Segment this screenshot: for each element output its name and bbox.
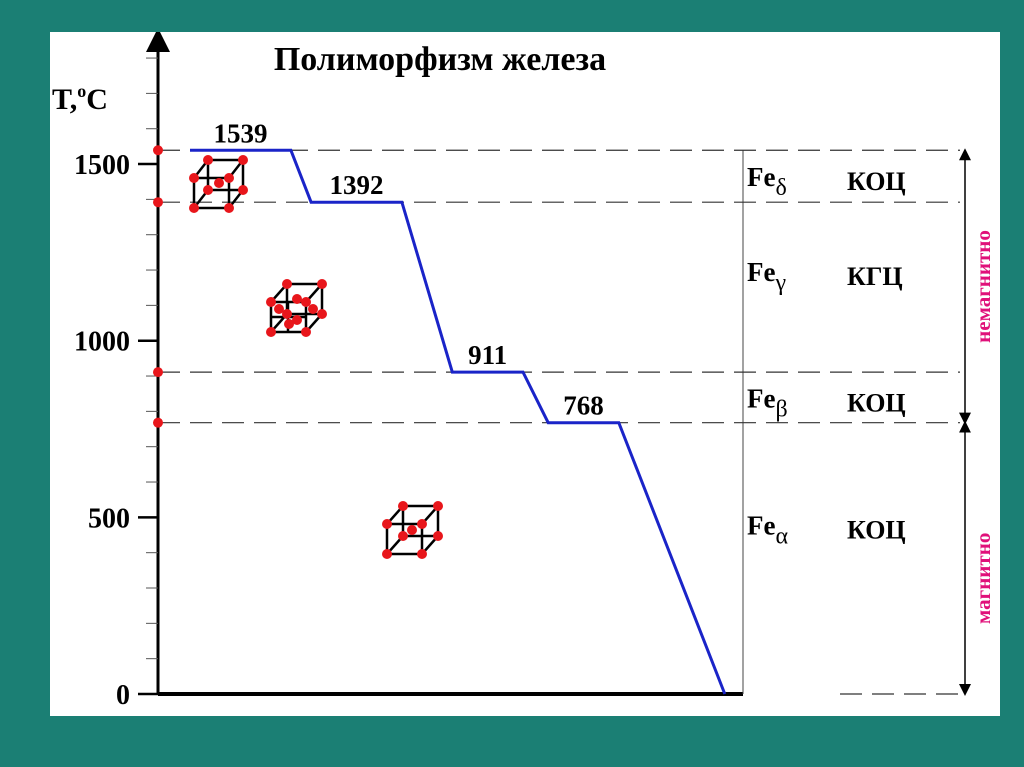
transition-label: 768: [563, 391, 604, 421]
phase-name: Feγ: [747, 257, 786, 296]
diagram-panel: Полиморфизм железа T,oC 0 500 1000 1500 153…: [50, 32, 1000, 716]
phase-name: Feα: [747, 510, 788, 549]
transition-dot: [153, 367, 163, 378]
transition-label: 1392: [329, 170, 383, 200]
nonmagnetic-label: немагнитно: [971, 230, 995, 343]
y-tick-label: 500: [88, 503, 130, 534]
transition-dot: [153, 145, 163, 156]
y-tick-labels: 0 500 1000 1500: [74, 150, 130, 711]
bcc-lattice-icon-alpha: [382, 501, 443, 559]
transition-dot: [153, 417, 163, 428]
iron-polymorphism-diagram: Полиморфизм железа T,oC 0 500 1000 1500 153…: [52, 32, 995, 711]
major-ticks: [138, 162, 158, 696]
transition-axis-dots: [153, 145, 163, 428]
lattice-type: КОЦ: [847, 515, 906, 544]
minor-ticks: [146, 57, 158, 660]
transition-label: 911: [468, 340, 507, 370]
y-tick-label: 0: [116, 680, 130, 711]
y-axis-label: T,oC: [52, 81, 108, 116]
lattice-type: КГЦ: [847, 262, 903, 291]
magnetic-label: магнитно: [971, 533, 995, 624]
lattice-type: КОЦ: [847, 167, 906, 196]
fcc-lattice-icon: [266, 279, 327, 337]
phase-name: Feδ: [747, 162, 787, 201]
transition-label: 1539: [213, 118, 267, 148]
phase-labels: Feδ КОЦ Feγ КГЦ Feβ КОЦ Feα КОЦ: [747, 162, 906, 549]
transition-labels: 1539 1392 911 768: [213, 118, 603, 420]
y-tick-label: 1500: [74, 150, 130, 181]
transition-dot: [153, 197, 163, 208]
y-tick-label: 1000: [74, 327, 130, 358]
phase-name: Feβ: [747, 383, 788, 422]
diagram-title: Полиморфизм железа: [274, 41, 606, 78]
cooling-curve: [190, 148, 727, 695]
lattice-type: КОЦ: [847, 388, 906, 417]
bcc-lattice-icon: [189, 155, 248, 213]
